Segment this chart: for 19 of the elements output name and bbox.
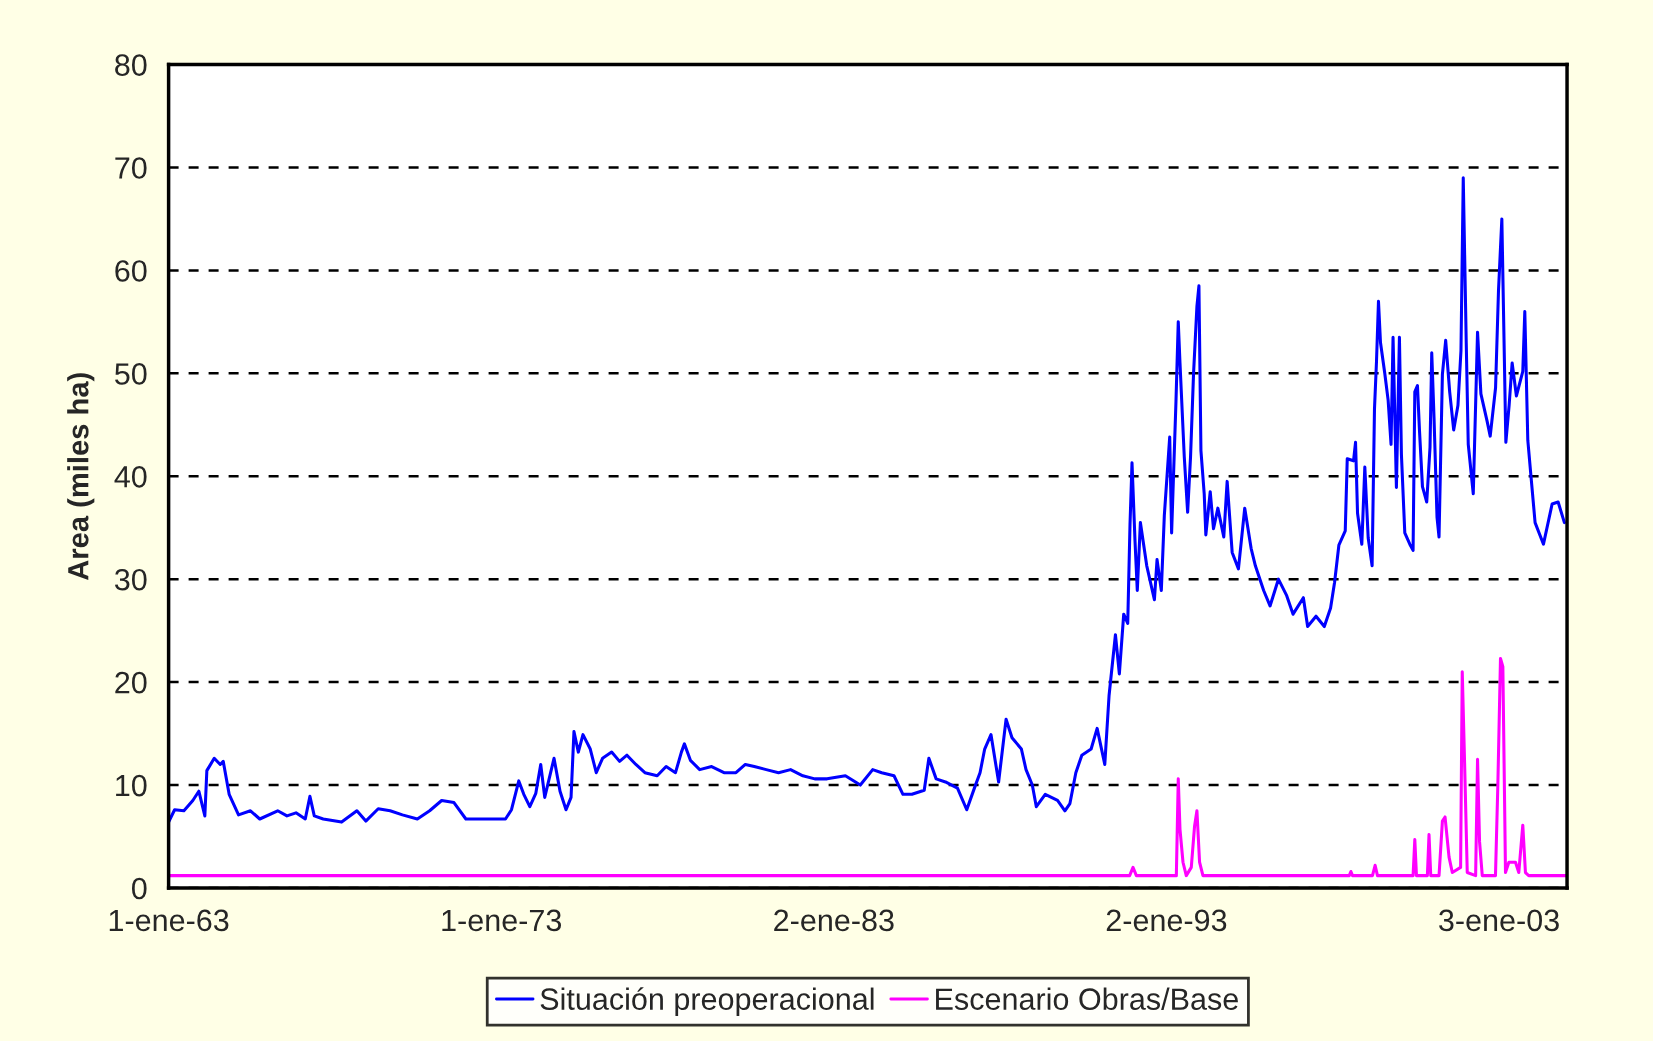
legend-label: Escenario Obras/Base bbox=[936, 987, 1238, 1010]
y-tick-label: 80 bbox=[115, 54, 147, 76]
legend-label: Situación preoperacional bbox=[540, 987, 874, 1017]
x-tick-label: 1-ene-63 bbox=[109, 909, 229, 932]
x-tick-label: 2-ene-93 bbox=[1106, 909, 1227, 932]
y-tick-label: 0 bbox=[131, 877, 147, 900]
y-tick-label: 30 bbox=[114, 568, 147, 591]
y-tick-label: 10 bbox=[116, 774, 147, 797]
y-tick-label: 60 bbox=[115, 260, 147, 282]
y-tick-label: 50 bbox=[115, 363, 147, 385]
y-tick-label: 70 bbox=[115, 157, 147, 179]
y-tick-label: 20 bbox=[115, 671, 147, 694]
y-axis-title: Area (miles ha) bbox=[67, 373, 95, 581]
x-tick-label: 2-ene-83 bbox=[774, 909, 894, 932]
x-tick-label: 1-ene-73 bbox=[442, 909, 562, 932]
x-tick-label: 3-ene-03 bbox=[1439, 909, 1559, 932]
y-tick-label: 40 bbox=[114, 465, 147, 488]
line-series bbox=[168, 176, 1566, 824]
line-series bbox=[168, 656, 1568, 878]
